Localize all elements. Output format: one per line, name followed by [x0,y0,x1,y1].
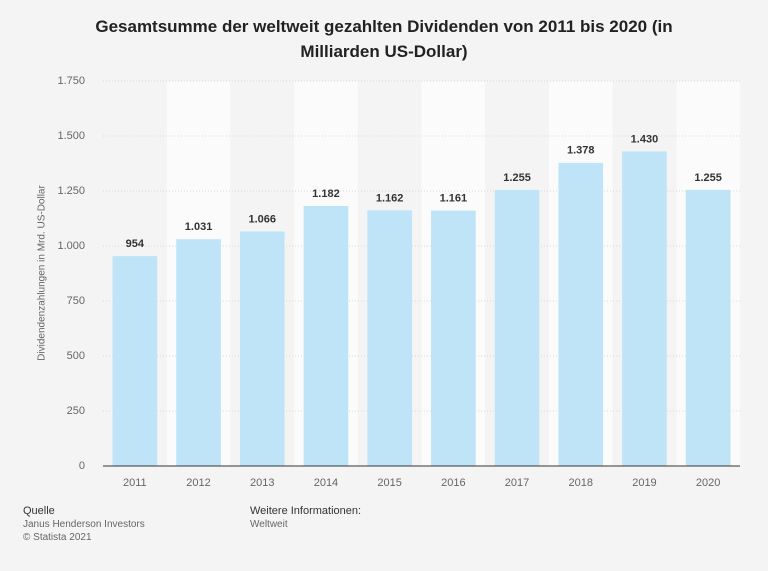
x-tick-label: 2014 [314,477,338,489]
x-tick-label: 2011 [123,477,147,489]
y-tick-label: 500 [67,350,85,362]
copyright: © Statista 2021 [23,532,92,543]
info: Weltweit [250,519,288,530]
x-tick-label: 2018 [569,477,593,489]
x-tick-label: 2012 [186,477,210,489]
chart: Dividendenzahlungen in Mrd. US-Dollar 0 2… [37,75,740,489]
value-label: 1.031 [185,221,213,233]
y-tick-label: 1.000 [57,240,85,252]
bar [494,189,540,466]
value-label: 1.161 [440,192,468,204]
bar [558,162,604,466]
value-label: 1.255 [503,172,531,184]
x-tick-label: 2016 [441,477,465,489]
value-label: 1.378 [567,145,595,157]
source-block: Quelle Janus Henderson Investors © Stati… [23,505,145,544]
y-tick-label: 1.750 [57,75,85,87]
value-label: 1.182 [312,188,340,200]
x-tick-label: 2013 [250,477,274,489]
value-label: 954 [126,238,145,250]
bar [176,239,221,466]
y-tick-label: 250 [67,405,85,417]
value-label: 1.255 [694,172,722,184]
x-tick-label: 2015 [377,477,401,489]
y-tick-label: 0 [79,460,85,472]
chart-title: Gesamtsumme der weltweit gezahlten Divid… [95,17,673,61]
bar [112,256,158,466]
y-tick-label: 750 [67,295,85,307]
x-tick-label: 2020 [696,477,720,489]
y-tick-label: 1.250 [57,185,85,197]
bar [622,151,667,466]
value-label: 1.162 [376,192,404,204]
y-tick-label: 1.500 [57,130,85,142]
source: Janus Henderson Investors [23,519,145,530]
bar [367,210,412,466]
info-block: Weitere Informationen: Weltweit [250,505,361,531]
value-label: 1.430 [631,133,659,145]
x-tick-label: 2017 [505,477,529,489]
bar [303,205,349,466]
info-heading: Weitere Informationen: [250,505,362,517]
bar [685,189,731,466]
source-heading: Quelle [23,505,55,517]
bar [239,231,285,466]
value-label: 1.066 [248,213,276,225]
bar [431,210,476,466]
y-axis-label: Dividendenzahlungen in Mrd. US-Dollar [37,185,48,361]
x-tick-label: 2019 [632,477,656,489]
